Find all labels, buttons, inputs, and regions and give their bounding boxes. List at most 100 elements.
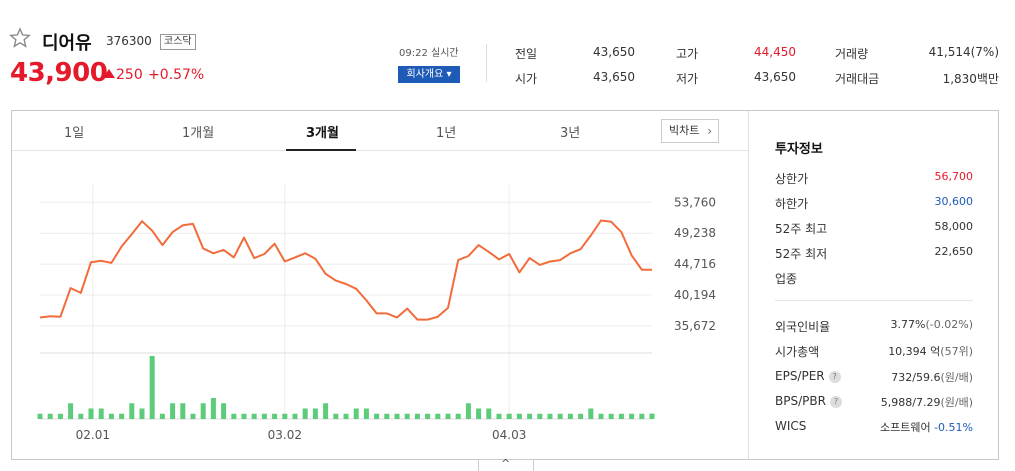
high-52w-label: 52주 최고	[775, 222, 828, 236]
bps-pbr-unit: (원/배)	[940, 396, 973, 409]
eps-per-unit: (원/배)	[940, 371, 973, 384]
low-label: 저가	[676, 72, 699, 86]
investment-info-title: 투자정보	[775, 142, 823, 157]
active-tab-underline	[286, 149, 356, 151]
open-label: 시가	[515, 72, 538, 86]
volume-bar	[88, 408, 94, 419]
current-price: 43,900	[10, 58, 108, 88]
low-value: 43,650	[754, 70, 796, 84]
big-chart-button[interactable]: 빅차트 ›	[661, 119, 719, 143]
eps-per-number: 732/59.6	[891, 371, 941, 384]
help-icon[interactable]: ?	[828, 371, 841, 383]
bps-pbr-value: 5,988/7.29(원/배)	[881, 394, 973, 410]
volume-bar	[302, 408, 308, 419]
volume-bar	[506, 413, 512, 419]
volume-bar	[68, 403, 74, 419]
info-divider	[775, 300, 973, 301]
market-badge: 코스닥	[160, 34, 196, 50]
tab-3year[interactable]: 3년	[560, 126, 581, 141]
volume-bar	[547, 413, 553, 419]
company-overview-button[interactable]: 회사개요 ▾	[398, 66, 460, 83]
stock-name: 디어유	[42, 33, 92, 54]
volume-bar	[455, 413, 461, 419]
volume-bar	[363, 408, 369, 419]
volume-bar	[231, 413, 237, 419]
chart-panel: 1일 1개월 3개월 1년 3년 빅차트 › 53,760 49,238 44,71…	[11, 110, 999, 460]
volume-bar	[312, 408, 318, 419]
volume-bar	[108, 413, 114, 419]
help-icon[interactable]: ?	[829, 396, 842, 408]
volume-bar	[374, 413, 380, 419]
realtime-label: 09:22 실시간	[399, 48, 459, 59]
eps-per-label-text: EPS/PER	[775, 369, 825, 383]
period-tabs: 1일 1개월 3개월 1년 3년 빅차트 ›	[12, 111, 748, 151]
y-tick-label: 35,672	[674, 319, 716, 333]
volume-bar	[567, 413, 573, 419]
volume-bar	[486, 408, 492, 419]
y-tick-label: 40,194	[674, 288, 716, 302]
tab-1month[interactable]: 1개월	[182, 126, 215, 141]
volume-bar	[445, 413, 451, 419]
volume-bar	[353, 408, 359, 419]
market-cap-label: 시가총액	[775, 345, 820, 359]
volume-bar	[119, 413, 125, 419]
volume-bar	[527, 413, 533, 419]
volume-bar	[649, 413, 655, 419]
chevron-right-icon: ›	[707, 124, 712, 138]
volume-bar	[425, 413, 431, 419]
volume-bar	[476, 408, 482, 419]
favorite-star-icon[interactable]	[9, 27, 31, 49]
volume-bar	[639, 413, 645, 419]
open-value: 43,650	[593, 70, 635, 84]
volume-bar	[251, 413, 257, 419]
volume-bar	[323, 403, 329, 419]
volume-bar	[608, 413, 614, 419]
volume-bar	[394, 413, 400, 419]
volume-bar	[404, 413, 410, 419]
x-tick-label: 02.01	[76, 428, 110, 442]
price-change: 250	[116, 67, 143, 83]
tab-3month[interactable]: 3개월	[306, 126, 339, 141]
volume-bar	[496, 413, 502, 419]
prev-close-label: 전일	[515, 47, 538, 61]
volume-bar	[139, 408, 145, 419]
chevron-up-icon: ^	[501, 457, 511, 470]
prev-close-value: 43,650	[593, 45, 635, 59]
tab-1year[interactable]: 1년	[436, 126, 457, 141]
volume-bar	[537, 413, 543, 419]
low-52w-label: 52주 최저	[775, 247, 828, 261]
market-cap-number: 10,394 억	[888, 345, 941, 358]
volume-bar	[57, 413, 63, 419]
volume-bar	[37, 413, 43, 419]
volume-bar	[241, 413, 247, 419]
volume-label: 거래량	[835, 47, 869, 61]
price-chart[interactable]: 53,760 49,238 44,716 40,194 35,672 02.01 03.02…	[12, 151, 748, 459]
bps-pbr-label-text: BPS/PBR	[775, 394, 826, 408]
y-tick-label: 49,238	[674, 226, 716, 240]
foreign-ratio-number: 3.77%	[890, 318, 926, 331]
volume-bar	[414, 413, 420, 419]
volume-bar	[588, 408, 594, 419]
price-line	[39, 219, 652, 321]
eps-per-label: EPS/PER?	[775, 369, 841, 383]
panel-divider	[748, 111, 749, 459]
market-cap-value: 10,394 억(57위)	[888, 343, 973, 359]
volume-bar	[598, 413, 604, 419]
tab-1day[interactable]: 1일	[64, 126, 85, 141]
wics-value[interactable]: 소프트웨어 -0.51%	[880, 419, 973, 435]
collapse-toggle-button[interactable]: ^	[478, 457, 534, 471]
volume-bar	[159, 413, 165, 419]
volume-bar	[190, 413, 196, 419]
volume-bar	[210, 398, 216, 419]
foreign-ratio-value: 3.77%(-0.02%)	[891, 318, 973, 331]
volume-bar	[343, 413, 349, 419]
volume-bar	[261, 413, 267, 419]
lower-limit-label: 하한가	[775, 197, 809, 211]
wics-industry: 소프트웨어	[879, 421, 931, 434]
volume-bar	[200, 403, 206, 419]
volume-bar	[129, 403, 135, 419]
volume-bar	[170, 403, 176, 419]
high-value: 44,450	[754, 45, 796, 59]
volume-bar	[282, 413, 288, 419]
volume-bar	[333, 413, 339, 419]
